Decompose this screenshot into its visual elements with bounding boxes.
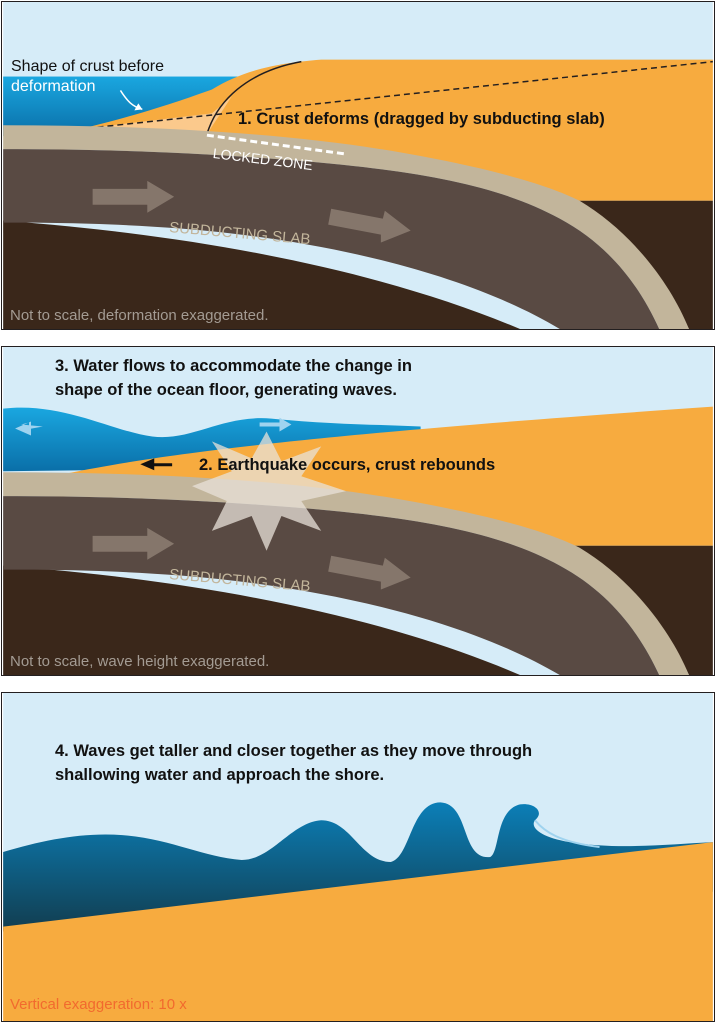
motion-arrow-right	[328, 208, 411, 243]
step3-line1: 3. Water flows to accommodate the change…	[55, 357, 412, 375]
step4-line1: 4. Waves get taller and closer together …	[55, 742, 533, 760]
step4-line2: shallowing water and approach the shore.	[55, 766, 385, 784]
step3-line2: shape of the ocean floor, generating wav…	[55, 381, 398, 399]
mantle	[3, 565, 521, 675]
mantle-right	[559, 200, 713, 329]
panel-earthquake: 3. Water flows to accommodate the change…	[1, 346, 715, 676]
earthquake-burst	[192, 431, 347, 551]
locked-zone-line	[206, 133, 347, 156]
breaking-wave-foam	[534, 819, 600, 849]
motion-arrow-left	[92, 527, 175, 560]
water-arrow-right	[259, 417, 292, 432]
crust-before-wedge	[87, 96, 232, 135]
before-shape-label-line1: Shape of crust before	[11, 58, 164, 75]
panel-waves-approach: 4. Waves get taller and closer together …	[1, 692, 715, 1022]
mantle-right	[559, 545, 713, 675]
scale-note: Not to scale, wave height exaggerated.	[10, 653, 270, 670]
scale-note: Not to scale, deformation exaggerated.	[10, 307, 269, 324]
step2-label: 2. Earthquake occurs, crust rebounds	[199, 456, 496, 474]
mantle	[3, 220, 521, 329]
motion-arrow-right	[328, 555, 411, 590]
water-arrow-left	[15, 421, 43, 436]
step1-label: 1. Crust deforms (dragged by subducting …	[238, 110, 605, 128]
panel-crust-deforms: Shape of crust before deformation 1. Cru…	[1, 1, 715, 330]
exaggeration-note: Vertical exaggeration: 10 x	[10, 996, 187, 1013]
overriding-crust	[87, 59, 713, 201]
panel3-diagram	[3, 693, 713, 1021]
crust-edge-line	[206, 60, 302, 135]
slab-top	[3, 472, 689, 675]
original-shape-dashed	[87, 60, 713, 129]
panel2-diagram	[3, 347, 713, 675]
rebound-arrow	[140, 458, 173, 471]
label-pointer-arrowhead	[134, 103, 143, 111]
overriding-crust	[67, 406, 713, 546]
shore-crust	[3, 842, 713, 1021]
panel1-diagram	[3, 2, 713, 329]
before-shape-label-line2: deformation	[11, 78, 96, 95]
motion-arrow-left	[92, 180, 175, 213]
slab-top	[3, 125, 689, 329]
